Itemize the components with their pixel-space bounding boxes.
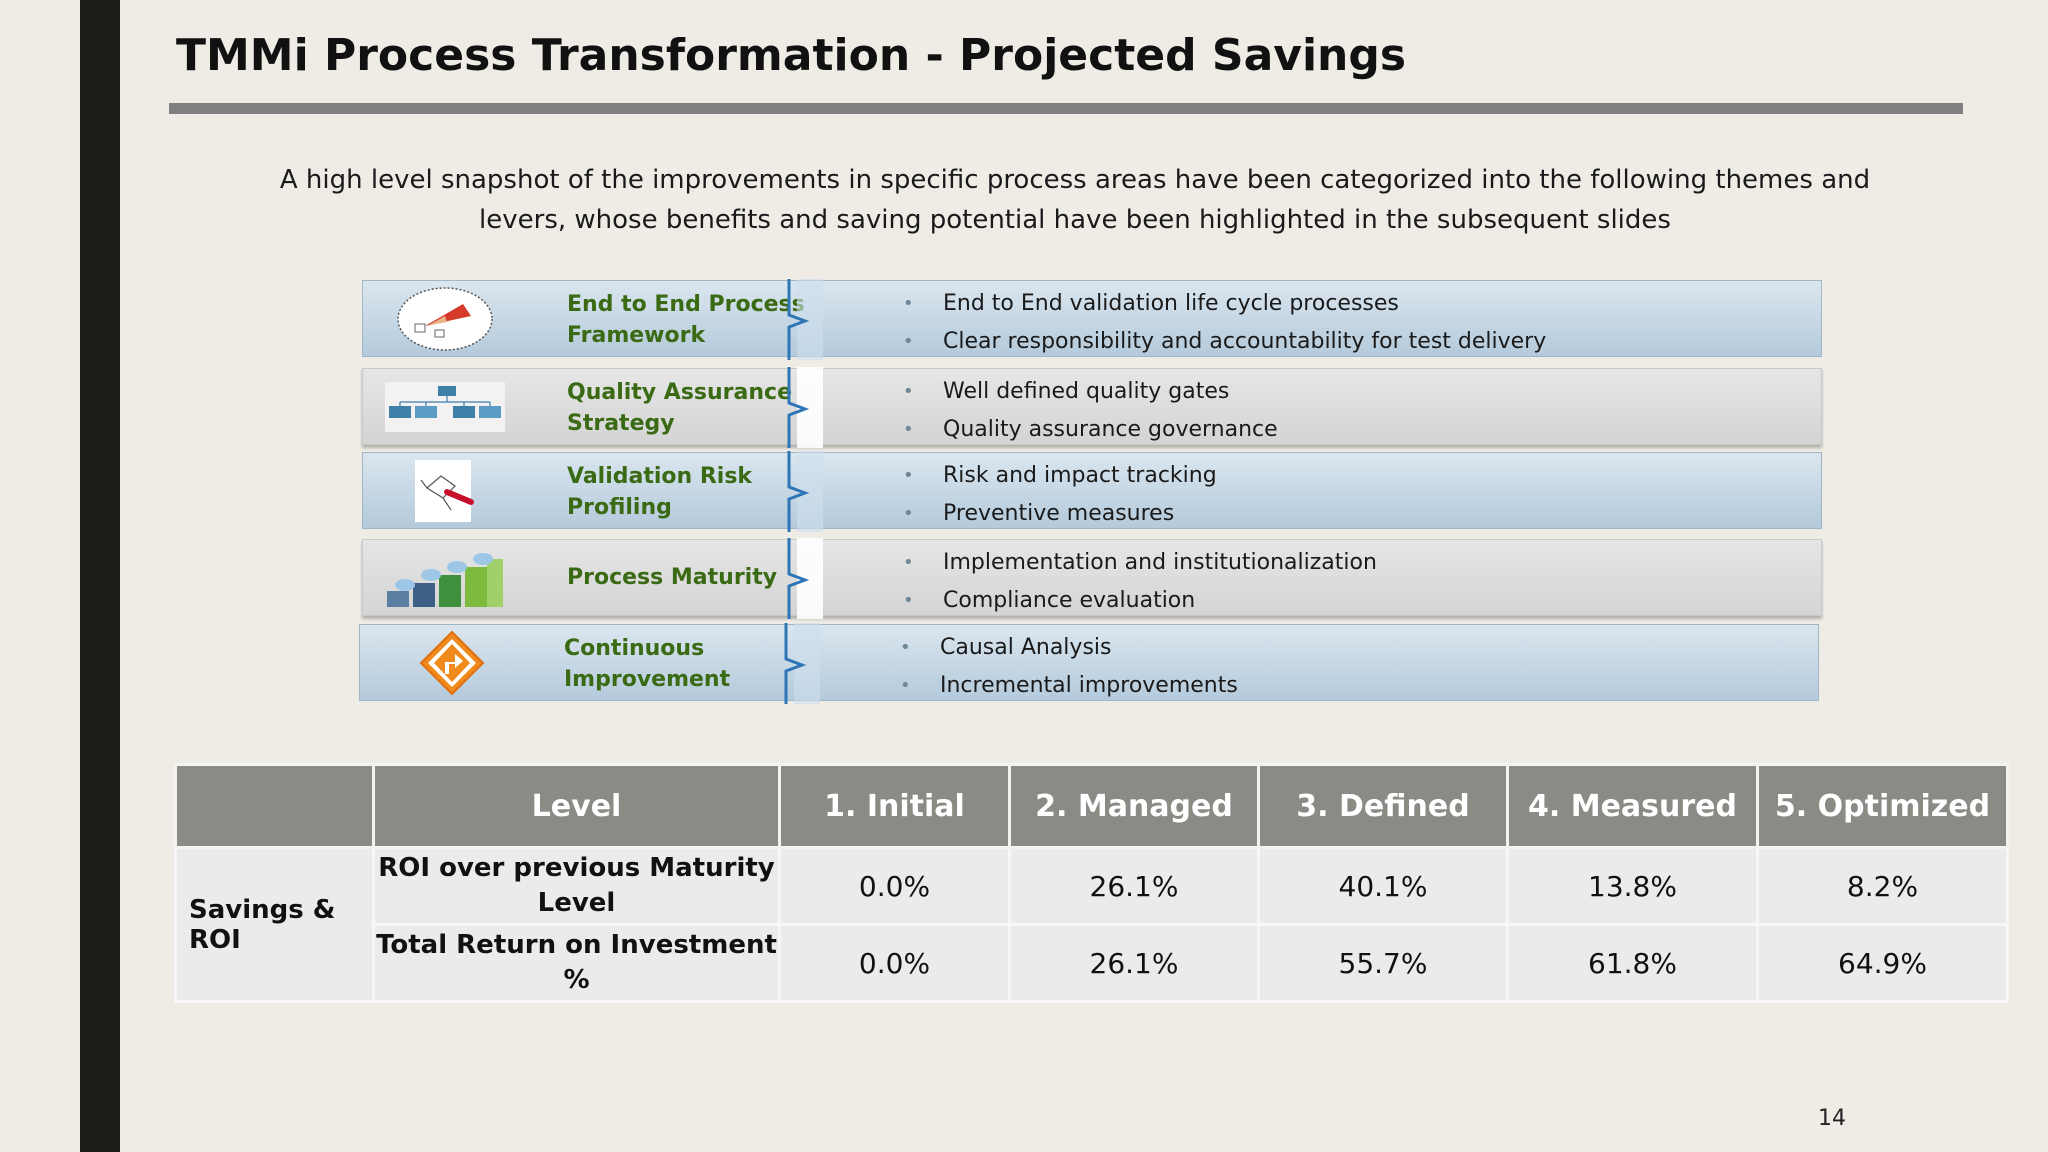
slide-title: TMMi Process Transformation - Projected … [176, 30, 1407, 81]
table-cell: 26.1% [1008, 923, 1260, 1003]
header-cell: 3. Defined [1257, 763, 1509, 849]
theme-row-validation-risk: Validation Risk Profiling Risk and impac… [362, 451, 1822, 533]
route-sign-icon [419, 630, 485, 696]
table-cell: 64.9% [1756, 923, 2009, 1003]
bracket-divider [787, 451, 823, 532]
header-cell: Level [372, 763, 781, 849]
header-cell: 4. Measured [1506, 763, 1759, 849]
theme-bullets: Well defined quality gates Quality assur… [903, 373, 1278, 449]
slide-subtitle: A high level snapshot of the improvement… [279, 165, 1871, 235]
bullet-item: Incremental improvements [900, 667, 1238, 705]
header-cell-empty [174, 763, 375, 849]
bracket-divider [787, 538, 823, 619]
theme-label: Quality Assurance Strategy [567, 380, 793, 436]
left-accent-bar [80, 0, 120, 1152]
bullet-item: Risk and impact tracking [903, 457, 1217, 495]
theme-row-process-maturity: Process Maturity Implementation and inst… [362, 538, 1822, 620]
header-cell: 2. Managed [1008, 763, 1260, 849]
theme-bullets: Causal Analysis Incremental improvements [900, 629, 1238, 705]
bullet-item: Compliance evaluation [903, 582, 1377, 620]
table-cell: 26.1% [1008, 846, 1260, 926]
table-cell: 0.0% [778, 923, 1011, 1003]
theme-bullets: Implementation and institutionalization … [903, 544, 1377, 620]
bullet-item: Clear responsibility and accountability … [903, 323, 1546, 361]
header-cell: 1. Initial [778, 763, 1011, 849]
theme-row-quality-assurance: Quality Assurance Strategy Well defined … [362, 367, 1822, 449]
table-cell: 55.7% [1257, 923, 1509, 1003]
row-label: ROI over previous Maturity Level [372, 846, 781, 926]
table-cell: 8.2% [1756, 846, 2009, 926]
table-cell: 61.8% [1506, 923, 1759, 1003]
bullet-item: Quality assurance governance [903, 411, 1278, 449]
bracket-divider [787, 279, 823, 360]
risk-diagram-icon [415, 460, 474, 522]
theme-row-end-to-end: End to End Process Framework End to End … [362, 279, 1822, 361]
bullet-item: Well defined quality gates [903, 373, 1278, 411]
bullet-item: Implementation and institutionalization [903, 544, 1377, 582]
theme-bullets: End to End validation life cycle process… [903, 285, 1546, 361]
org-chart-icon [385, 382, 505, 432]
theme-label: Continuous Improvement [564, 636, 731, 692]
table-row: Total Return on Investment % 0.0% 26.1% … [176, 923, 2009, 1003]
table-header-row: Level 1. Initial 2. Managed 3. Defined 4… [174, 763, 2009, 849]
table-row: Savings & ROI ROI over previous Maturity… [174, 846, 2009, 1003]
bullet-item: Causal Analysis [900, 629, 1238, 667]
process-framework-icon [397, 287, 493, 351]
row-label: Total Return on Investment % [372, 923, 781, 1003]
maturity-steps-icon [387, 553, 503, 607]
table-cell: 40.1% [1257, 846, 1509, 926]
table-cell: 13.8% [1506, 846, 1759, 926]
title-rule [169, 103, 1963, 114]
row-group-label: Savings & ROI [174, 846, 375, 1003]
header-cell: 5. Optimized [1756, 763, 2009, 849]
bullet-item: Preventive measures [903, 495, 1217, 533]
roi-table: Level 1. Initial 2. Managed 3. Defined 4… [174, 763, 2009, 1003]
theme-label: Validation Risk Profiling [567, 464, 753, 520]
table-cell: 0.0% [778, 846, 1011, 926]
theme-label: Process Maturity [567, 565, 778, 590]
theme-label: End to End Process Framework [567, 292, 805, 348]
bracket-divider [787, 367, 823, 448]
bullet-item: End to End validation life cycle process… [903, 285, 1546, 323]
theme-row-continuous-improvement: Continuous Improvement Causal Analysis I… [359, 623, 1819, 705]
bracket-divider [784, 623, 820, 704]
theme-bullets: Risk and impact tracking Preventive meas… [903, 457, 1217, 533]
page-number: 14 [1818, 1106, 1846, 1131]
